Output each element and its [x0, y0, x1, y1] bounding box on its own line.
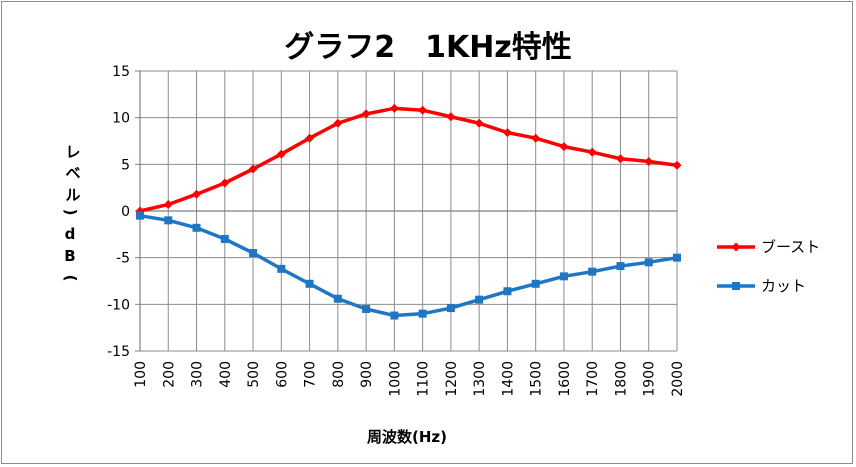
x-tick-label: 1900 — [642, 361, 658, 397]
data-point-boost — [248, 164, 258, 174]
data-point-boost — [446, 112, 456, 122]
data-point-boost — [644, 157, 654, 167]
legend-marker-square — [732, 282, 740, 290]
data-point-cut — [277, 264, 286, 273]
y-tick-label: 5 — [121, 157, 130, 173]
x-tick-label: 900 — [359, 361, 375, 388]
x-tick-label: 2000 — [670, 361, 686, 397]
chart-title: グラフ2 1KHz特性 — [284, 30, 572, 65]
data-point-cut — [644, 258, 653, 267]
data-point-cut — [249, 249, 258, 257]
x-tick-label: 1600 — [557, 361, 573, 397]
x-tick-label: 300 — [190, 361, 206, 388]
x-tick-label: 500 — [246, 361, 262, 388]
series-line-boost — [139, 106, 678, 213]
legend-label: カット — [761, 277, 806, 295]
data-point-boost — [531, 133, 541, 143]
data-point-boost — [559, 142, 569, 152]
series-lines — [135, 103, 682, 320]
data-point-boost — [502, 128, 512, 138]
y-axis-ticks: 15 10 5 0 -5 -10 -15 — [107, 64, 140, 360]
data-point-boost — [305, 133, 315, 143]
y-axis-title-char: ) — [61, 275, 79, 282]
data-point-boost — [587, 147, 597, 157]
data-point-boost — [163, 199, 173, 209]
y-axis-title-char: B — [64, 247, 75, 265]
y-tick-label: -15 — [107, 344, 130, 360]
data-point-boost — [333, 118, 343, 128]
y-tick-label: 15 — [112, 64, 130, 80]
data-point-cut — [192, 223, 201, 232]
data-point-boost — [389, 103, 399, 113]
data-point-boost — [418, 105, 428, 115]
y-tick-label: 10 — [112, 111, 130, 127]
x-tick-label: 600 — [274, 361, 290, 388]
y-axis-title-char: ( — [61, 209, 79, 216]
legend-label: ブースト — [761, 238, 820, 256]
x-tick-label: 1300 — [472, 361, 488, 397]
data-point-boost — [615, 154, 625, 164]
data-point-boost — [220, 178, 230, 188]
data-point-cut — [475, 295, 484, 304]
x-tick-label: 1000 — [387, 361, 403, 397]
y-axis-title-char: ベ — [65, 164, 80, 182]
data-point-cut — [446, 304, 455, 313]
series-line-cut — [139, 213, 678, 318]
x-axis-ticks: 100 200 300 400 500 600 700 800 900 1000 1100 1200 1… — [133, 361, 686, 397]
x-tick-label: 1400 — [500, 361, 516, 397]
data-point-boost — [474, 118, 484, 128]
x-axis-title: 周波数(Hz) — [367, 428, 447, 446]
data-point-boost — [672, 160, 682, 170]
y-axis-title-char: d — [65, 225, 76, 243]
x-tick-label: 1100 — [416, 361, 432, 397]
data-point-cut — [559, 272, 568, 281]
data-point-cut — [136, 211, 144, 220]
legend-marker-diamond — [731, 242, 741, 252]
y-axis-title-char: ル — [65, 186, 80, 204]
y-tick-label: 0 — [121, 204, 130, 220]
data-point-boost — [276, 149, 286, 159]
grid — [139, 70, 678, 352]
x-tick-label: 100 — [133, 361, 149, 388]
x-tick-label: 1700 — [585, 361, 601, 397]
x-tick-label: 1800 — [613, 361, 629, 397]
data-point-cut — [305, 279, 314, 288]
data-point-cut — [164, 216, 173, 225]
data-point-cut — [220, 235, 229, 243]
y-tick-label: -5 — [116, 251, 130, 267]
data-point-boost — [192, 189, 202, 199]
y-axis-title-char: レ — [65, 143, 80, 161]
x-tick-label: 800 — [331, 361, 347, 388]
data-point-cut — [588, 267, 597, 276]
data-point-cut — [531, 279, 540, 288]
x-tick-label: 1500 — [529, 361, 545, 397]
data-point-cut — [503, 287, 512, 296]
x-tick-label: 700 — [303, 361, 319, 388]
data-point-cut — [616, 262, 625, 271]
data-point-cut — [390, 311, 399, 320]
y-axis-title: レベル ( dB) — [61, 143, 81, 281]
x-tick-label: 400 — [218, 361, 234, 388]
data-point-cut — [362, 305, 371, 313]
x-tick-label: 200 — [161, 361, 177, 388]
data-point-cut — [673, 253, 681, 262]
x-tick-label: 1200 — [444, 361, 460, 397]
data-point-boost — [361, 109, 371, 119]
data-point-cut — [333, 294, 342, 303]
data-point-cut — [418, 309, 427, 318]
y-tick-label: -10 — [107, 297, 130, 313]
